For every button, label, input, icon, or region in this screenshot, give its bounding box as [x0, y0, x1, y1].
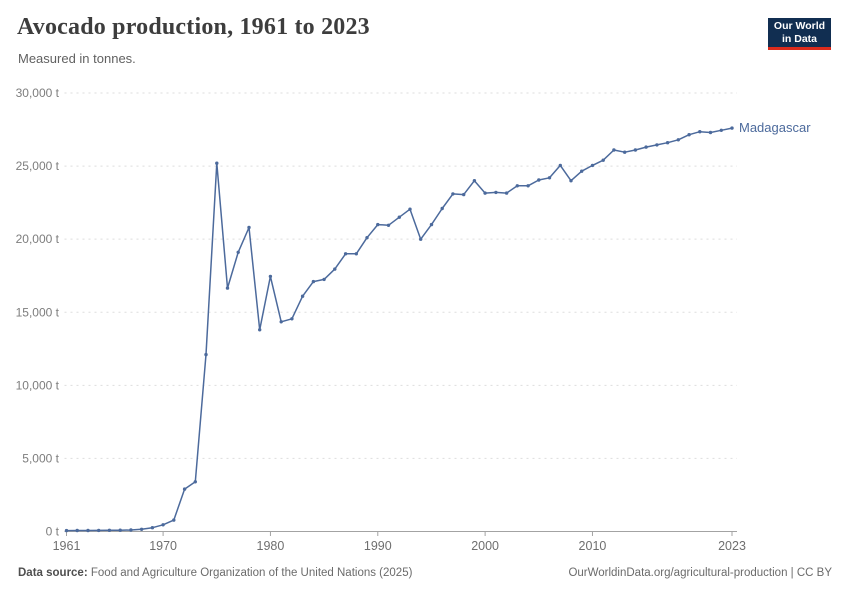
data-source-label: Data source:	[18, 567, 88, 579]
x-axis-tick-label: 1990	[364, 539, 392, 553]
data-point[interactable]	[161, 523, 165, 527]
data-point[interactable]	[730, 126, 734, 130]
data-point[interactable]	[64, 528, 69, 533]
data-point[interactable]	[386, 223, 391, 227]
data-point[interactable]	[494, 190, 498, 195]
data-point[interactable]	[623, 150, 627, 154]
data-point[interactable]	[687, 133, 691, 137]
data-point[interactable]	[612, 148, 616, 152]
data-point[interactable]	[376, 222, 380, 227]
data-point[interactable]	[547, 176, 552, 180]
data-point[interactable]	[343, 252, 348, 256]
series-label-madagascar[interactable]: Madagascar	[739, 120, 811, 136]
data-point[interactable]	[268, 274, 273, 279]
y-axis-tick-label: 20,000 t	[16, 232, 60, 246]
data-point[interactable]	[365, 236, 369, 240]
data-point[interactable]	[215, 161, 219, 165]
x-axis-tick-label: 2023	[718, 539, 746, 553]
data-point[interactable]	[107, 528, 112, 532]
x-axis-tick-label: 1980	[257, 539, 285, 553]
data-point[interactable]	[150, 526, 155, 530]
data-point[interactable]	[462, 192, 466, 197]
data-point[interactable]	[515, 184, 519, 188]
data-point[interactable]	[569, 179, 573, 183]
data-point[interactable]	[247, 225, 251, 230]
data-point[interactable]	[429, 222, 434, 227]
data-point[interactable]	[300, 294, 305, 298]
data-point[interactable]	[333, 267, 337, 271]
data-line[interactable]	[65, 127, 733, 532]
data-point[interactable]	[633, 148, 638, 152]
data-point[interactable]	[193, 480, 197, 484]
data-point[interactable]	[526, 184, 530, 188]
data-source-note: Data source: Food and Agriculture Organi…	[18, 567, 412, 579]
data-point[interactable]	[440, 206, 444, 211]
credit-line[interactable]: OurWorldinData.org/agricultural-producti…	[568, 567, 832, 579]
data-point[interactable]	[472, 179, 477, 183]
data-point[interactable]	[483, 191, 487, 195]
data-point[interactable]	[86, 528, 90, 533]
data-point[interactable]	[75, 528, 79, 533]
data-point[interactable]	[665, 141, 670, 145]
data-point[interactable]	[258, 328, 262, 332]
chart-footer: Data source: Food and Agriculture Organi…	[18, 567, 832, 579]
y-axis-tick-label: 30,000 t	[16, 86, 60, 100]
data-point[interactable]	[580, 169, 584, 173]
data-point[interactable]	[408, 207, 412, 211]
data-point[interactable]	[129, 528, 133, 532]
data-point[interactable]	[676, 138, 680, 142]
owid-logo-line1: Our World	[773, 20, 826, 33]
data-point[interactable]	[644, 145, 648, 149]
y-axis-tick-label: 10,000 t	[16, 378, 60, 392]
data-point[interactable]	[719, 128, 723, 132]
data-point[interactable]	[311, 279, 316, 284]
data-point[interactable]	[708, 130, 713, 135]
page-title: Avocado production, 1961 to 2023	[17, 14, 370, 40]
data-point[interactable]	[601, 158, 605, 162]
y-axis-tick-label: 15,000 t	[16, 305, 60, 319]
data-point[interactable]	[322, 277, 326, 282]
data-source-text: Food and Agriculture Organization of the…	[90, 567, 413, 579]
data-point[interactable]	[419, 237, 423, 241]
y-axis-tick-label: 0 t	[46, 525, 60, 539]
y-axis-tick-label: 25,000 t	[16, 159, 60, 173]
data-point[interactable]	[279, 320, 283, 324]
data-point[interactable]	[204, 352, 208, 357]
chart-subtitle: Measured in tonnes.	[18, 51, 136, 66]
data-point[interactable]	[236, 250, 240, 254]
data-point[interactable]	[225, 286, 230, 290]
x-axis-tick-label: 1970	[149, 539, 177, 553]
data-point[interactable]	[397, 215, 401, 219]
owid-logo[interactable]: Our World in Data	[768, 18, 831, 50]
data-point[interactable]	[354, 252, 358, 256]
data-point[interactable]	[139, 527, 144, 531]
data-point[interactable]	[172, 518, 176, 522]
data-point[interactable]	[698, 130, 702, 134]
data-point[interactable]	[97, 528, 101, 533]
data-point[interactable]	[118, 528, 122, 532]
x-axis-tick-label: 2000	[471, 539, 499, 553]
data-point[interactable]	[290, 317, 294, 321]
data-point[interactable]	[182, 487, 187, 491]
data-point[interactable]	[558, 163, 562, 168]
data-point[interactable]	[655, 143, 659, 147]
x-axis-tick-label: 1961	[53, 539, 81, 553]
x-axis-tick-label: 2010	[579, 539, 607, 553]
data-point[interactable]	[537, 178, 541, 182]
data-point[interactable]	[590, 163, 595, 168]
data-point[interactable]	[451, 192, 455, 196]
y-axis-tick-label: 5,000 t	[22, 451, 59, 465]
owid-logo-line2: in Data	[781, 32, 817, 45]
data-point[interactable]	[504, 191, 509, 195]
